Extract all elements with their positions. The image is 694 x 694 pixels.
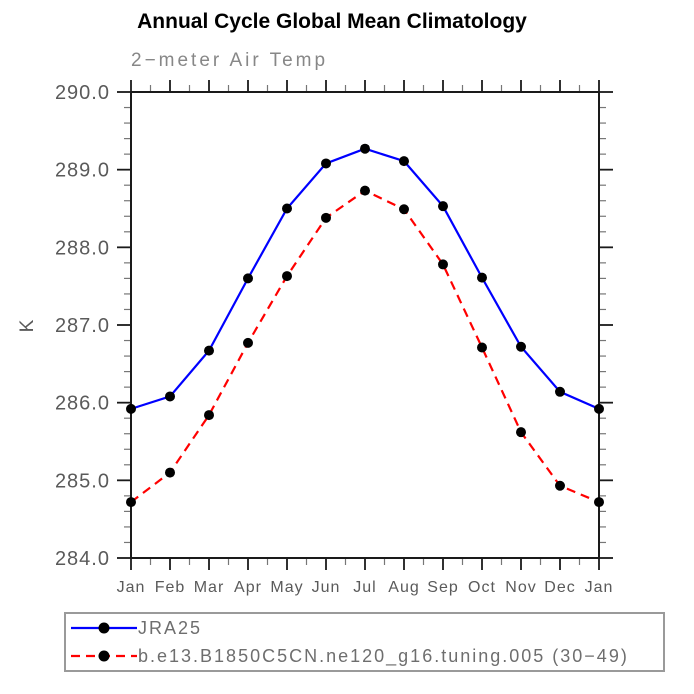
x-tick-label: Apr <box>234 579 262 596</box>
y-tick-label: 289.0 <box>55 160 110 182</box>
data-point-marker <box>282 271 292 282</box>
data-point-marker <box>399 204 409 215</box>
x-tick-label: May <box>270 579 303 596</box>
data-point-marker <box>126 403 136 414</box>
x-tick-label: Mar <box>194 579 225 596</box>
data-point-marker <box>204 410 214 421</box>
data-point-marker <box>477 272 487 283</box>
data-point-marker <box>243 273 253 284</box>
data-point-marker <box>594 403 604 414</box>
data-point-marker <box>204 345 214 356</box>
data-point-marker <box>438 259 448 270</box>
x-tick-label: Dec <box>544 579 575 596</box>
y-tick-label: 288.0 <box>55 237 110 259</box>
x-tick-label: Oct <box>468 579 496 596</box>
data-point-marker <box>243 337 253 348</box>
y-tick-label: 287.0 <box>55 315 110 337</box>
legend-box: JRA25 b.e13.B1850C5CN.ne120_g16.tuning.0… <box>64 612 665 672</box>
x-tick-label: Aug <box>388 579 419 596</box>
x-tick-label: Sep <box>427 579 458 596</box>
data-point-marker <box>438 201 448 212</box>
data-point-markers <box>126 143 604 508</box>
y-tick-label: 290.0 <box>55 82 110 104</box>
plot-frame <box>130 91 600 559</box>
legend-row: b.e13.B1850C5CN.ne120_g16.tuning.005 (30… <box>66 642 663 670</box>
chart-title: Annual Cycle Global Mean Climatology <box>137 10 527 33</box>
data-point-marker <box>555 386 565 397</box>
x-tick-label: Jul <box>353 579 376 596</box>
y-tick-label: 284.0 <box>55 548 110 570</box>
y-axis-ticks <box>117 91 613 559</box>
y-tick-label: 286.0 <box>55 393 110 415</box>
chart-subtitle: 2−meter Air Temp <box>131 50 329 71</box>
x-tick-label: Jan <box>585 579 614 596</box>
data-point-marker <box>126 497 136 508</box>
data-point-marker <box>321 212 331 223</box>
y-axis-title: K <box>17 319 38 332</box>
data-point-marker <box>555 480 565 491</box>
data-point-marker <box>165 391 175 402</box>
x-tick-label: Jun <box>312 579 341 596</box>
legend-marker-icon <box>98 650 110 662</box>
legend-swatch-line <box>71 650 137 662</box>
data-point-marker <box>360 185 370 196</box>
legend-marker-icon <box>98 622 110 634</box>
x-axis-labels: Jan Feb Mar Apr May Jun Jul Aug Sep Oct Nov Dec Jan <box>117 579 614 596</box>
y-tick-label: 285.0 <box>55 470 110 492</box>
legend-swatch-line <box>71 622 137 634</box>
series-lines <box>130 147 600 504</box>
data-point-marker <box>594 497 604 508</box>
legend-label: b.e13.B1850C5CN.ne120_g16.tuning.005 (30… <box>138 645 629 666</box>
data-point-marker <box>321 158 331 169</box>
data-point-marker <box>360 143 370 154</box>
y-axis-minor-ticks <box>124 106 606 544</box>
data-point-marker <box>516 427 526 438</box>
data-point-marker <box>282 203 292 214</box>
data-point-marker <box>516 341 526 352</box>
x-tick-label: Jan <box>117 579 146 596</box>
x-axis-minor-ticks <box>149 85 581 565</box>
data-point-marker <box>477 342 487 353</box>
x-tick-label: Feb <box>155 579 186 596</box>
data-point-marker <box>399 156 409 167</box>
legend-row: JRA25 <box>66 614 663 642</box>
series-line <box>130 189 600 504</box>
legend-label: JRA25 <box>138 617 203 638</box>
y-axis-labels: 284.0 285.0 286.0 287.0 288.0 289.0 290.0 K <box>17 82 110 570</box>
x-tick-label: Nov <box>505 579 536 596</box>
data-point-marker <box>165 467 175 478</box>
x-axis-ticks <box>130 80 600 570</box>
